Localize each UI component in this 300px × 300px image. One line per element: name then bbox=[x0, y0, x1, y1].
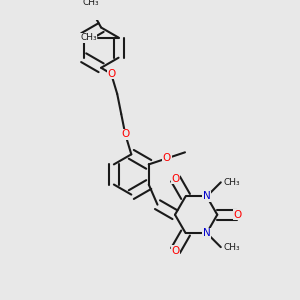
Text: O: O bbox=[233, 210, 242, 220]
Text: CH₃: CH₃ bbox=[83, 0, 99, 7]
Text: O: O bbox=[171, 245, 180, 256]
Text: O: O bbox=[121, 129, 129, 139]
Text: CH₃: CH₃ bbox=[224, 178, 240, 187]
Text: O: O bbox=[107, 69, 115, 79]
Text: O: O bbox=[171, 174, 180, 184]
Text: N: N bbox=[203, 191, 211, 201]
Text: N: N bbox=[203, 228, 211, 238]
Text: CH₃: CH₃ bbox=[80, 33, 97, 42]
Text: CH₃: CH₃ bbox=[224, 243, 240, 252]
Text: O: O bbox=[163, 153, 171, 164]
